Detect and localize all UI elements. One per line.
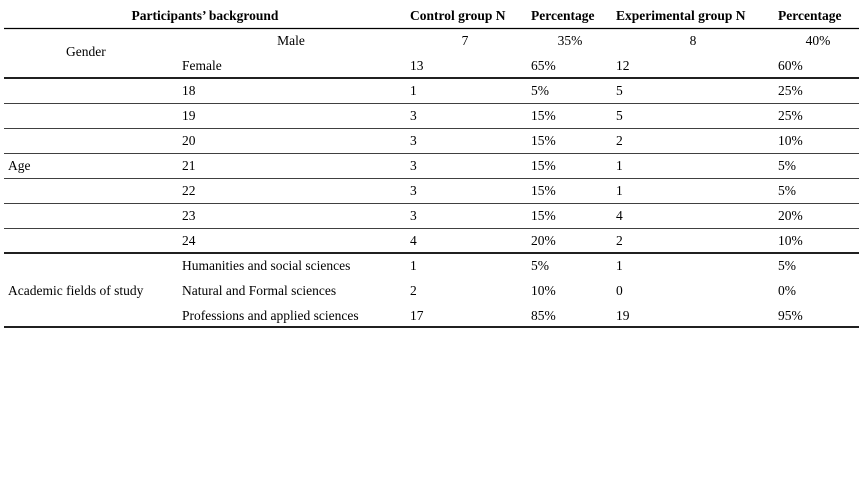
cell: 35% (558, 33, 583, 48)
cell: 10% (778, 233, 803, 248)
cell: 15% (531, 183, 556, 198)
header-cell: Percentage (531, 8, 594, 23)
cell: 5% (531, 258, 549, 273)
cell: 3 (410, 208, 417, 223)
cell: 8 (690, 33, 697, 48)
cell: 1 (616, 183, 623, 198)
cell: 2 (616, 233, 623, 248)
cell: 3 (410, 108, 417, 123)
cell: 5% (531, 83, 549, 98)
cell: 5% (778, 158, 796, 173)
cell: 85% (531, 308, 556, 323)
cell: 20% (531, 233, 556, 248)
cell: Professions and applied sciences (182, 308, 359, 323)
cell: 15% (531, 108, 556, 123)
cell: 21 (182, 158, 196, 173)
cell: 1 (616, 158, 623, 173)
cell: 65% (531, 58, 556, 73)
cell: 13 (410, 58, 424, 73)
cell: 5% (778, 258, 796, 273)
cell: 5 (616, 108, 623, 123)
group-label: Academic fields of study (8, 283, 144, 298)
cell: 2 (410, 283, 417, 298)
cell: 1 (410, 83, 417, 98)
header-cell: Participants’ background (132, 8, 279, 23)
cell: 15% (531, 158, 556, 173)
cell: 19 (616, 308, 630, 323)
group-label: Age (8, 158, 31, 173)
cell: Male (277, 33, 305, 48)
cell: 20 (182, 133, 196, 148)
header-cell: Experimental group N (616, 8, 746, 23)
cell: 18 (182, 83, 196, 98)
cell: 15% (531, 133, 556, 148)
header-cell: Percentage (778, 8, 841, 23)
cell: 24 (182, 233, 196, 248)
cell: 3 (410, 133, 417, 148)
cell: 40% (806, 33, 831, 48)
cell: 4 (410, 233, 417, 248)
cell: Female (182, 58, 222, 73)
cell: 1 (616, 258, 623, 273)
cell: 4 (616, 208, 623, 223)
cell: 12 (616, 58, 630, 73)
cell: 10% (778, 133, 803, 148)
cell: 19 (182, 108, 196, 123)
cell: 3 (410, 183, 417, 198)
cell: 7 (462, 33, 469, 48)
cell: 20% (778, 208, 803, 223)
cell: 10% (531, 283, 556, 298)
cell: 95% (778, 308, 803, 323)
cell: 17 (410, 308, 424, 323)
group-label: Gender (66, 44, 106, 59)
cell: 1 (410, 258, 417, 273)
cell: 60% (778, 58, 803, 73)
header-cell: Control group N (410, 8, 506, 23)
cell: 2 (616, 133, 623, 148)
cell: 5 (616, 83, 623, 98)
cell: 0% (778, 283, 796, 298)
cell: Humanities and social sciences (182, 258, 350, 273)
cell: 5% (778, 183, 796, 198)
cell: 0 (616, 283, 623, 298)
cell: 25% (778, 83, 803, 98)
cell: 23 (182, 208, 196, 223)
cell: 25% (778, 108, 803, 123)
cell: 22 (182, 183, 196, 198)
cell: Natural and Formal sciences (182, 283, 336, 298)
cell: 15% (531, 208, 556, 223)
cell: 3 (410, 158, 417, 173)
